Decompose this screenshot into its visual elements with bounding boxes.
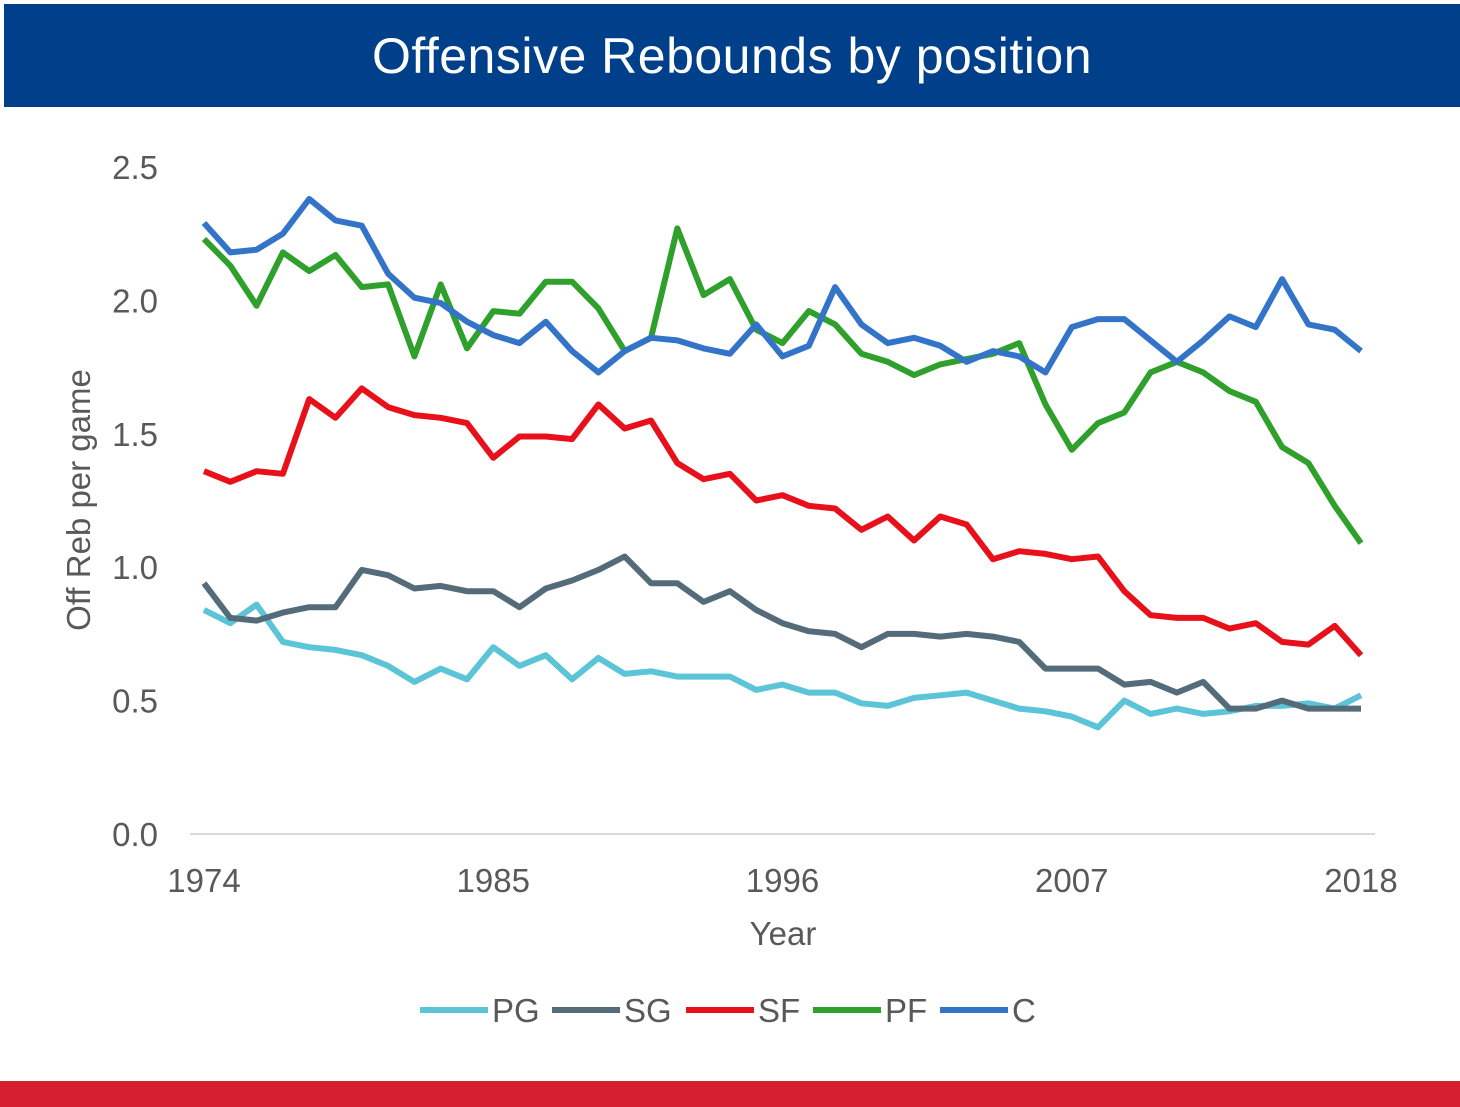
x-tick-label: 1974: [167, 862, 240, 899]
chart-title: Offensive Rebounds by position: [371, 27, 1093, 84]
series-line-pf: [201, 225, 1364, 545]
legend-label-sg: SG: [624, 992, 672, 1029]
legend-label-c: C: [1012, 992, 1036, 1029]
series-line-pg: [202, 601, 1363, 731]
y-tick-label: 1.5: [112, 416, 158, 453]
series-line-sf: [202, 385, 1364, 658]
line-chart: 0.00.51.01.52.02.5 1974 1985 1996 2007 2018 …: [60, 149, 1398, 1029]
legend-label-sf: SF: [758, 992, 800, 1029]
x-tick-label: 1996: [746, 862, 819, 899]
legend-label-pg: PG: [492, 992, 540, 1029]
y-tick-label: 0.5: [112, 683, 158, 720]
footer-accent-bar: [0, 1081, 1460, 1107]
y-axis-title: Off Reb per game: [60, 369, 97, 631]
title-bar: Offensive Rebounds by position: [4, 4, 1460, 107]
y-tick-label: 2.5: [112, 149, 158, 186]
x-axis-title: Year: [750, 915, 817, 952]
y-tick-label: 1.0: [112, 549, 158, 586]
legend-label-pf: PF: [885, 992, 927, 1029]
series-line-c: [201, 196, 1363, 376]
x-tick-label: 2018: [1324, 862, 1397, 899]
y-tick-label: 0.0: [112, 816, 158, 853]
series-line-sg: [201, 553, 1361, 712]
x-tick-label: 2007: [1035, 862, 1108, 899]
y-tick-label: 2.0: [112, 282, 158, 319]
x-tick-label: 1985: [457, 862, 530, 899]
